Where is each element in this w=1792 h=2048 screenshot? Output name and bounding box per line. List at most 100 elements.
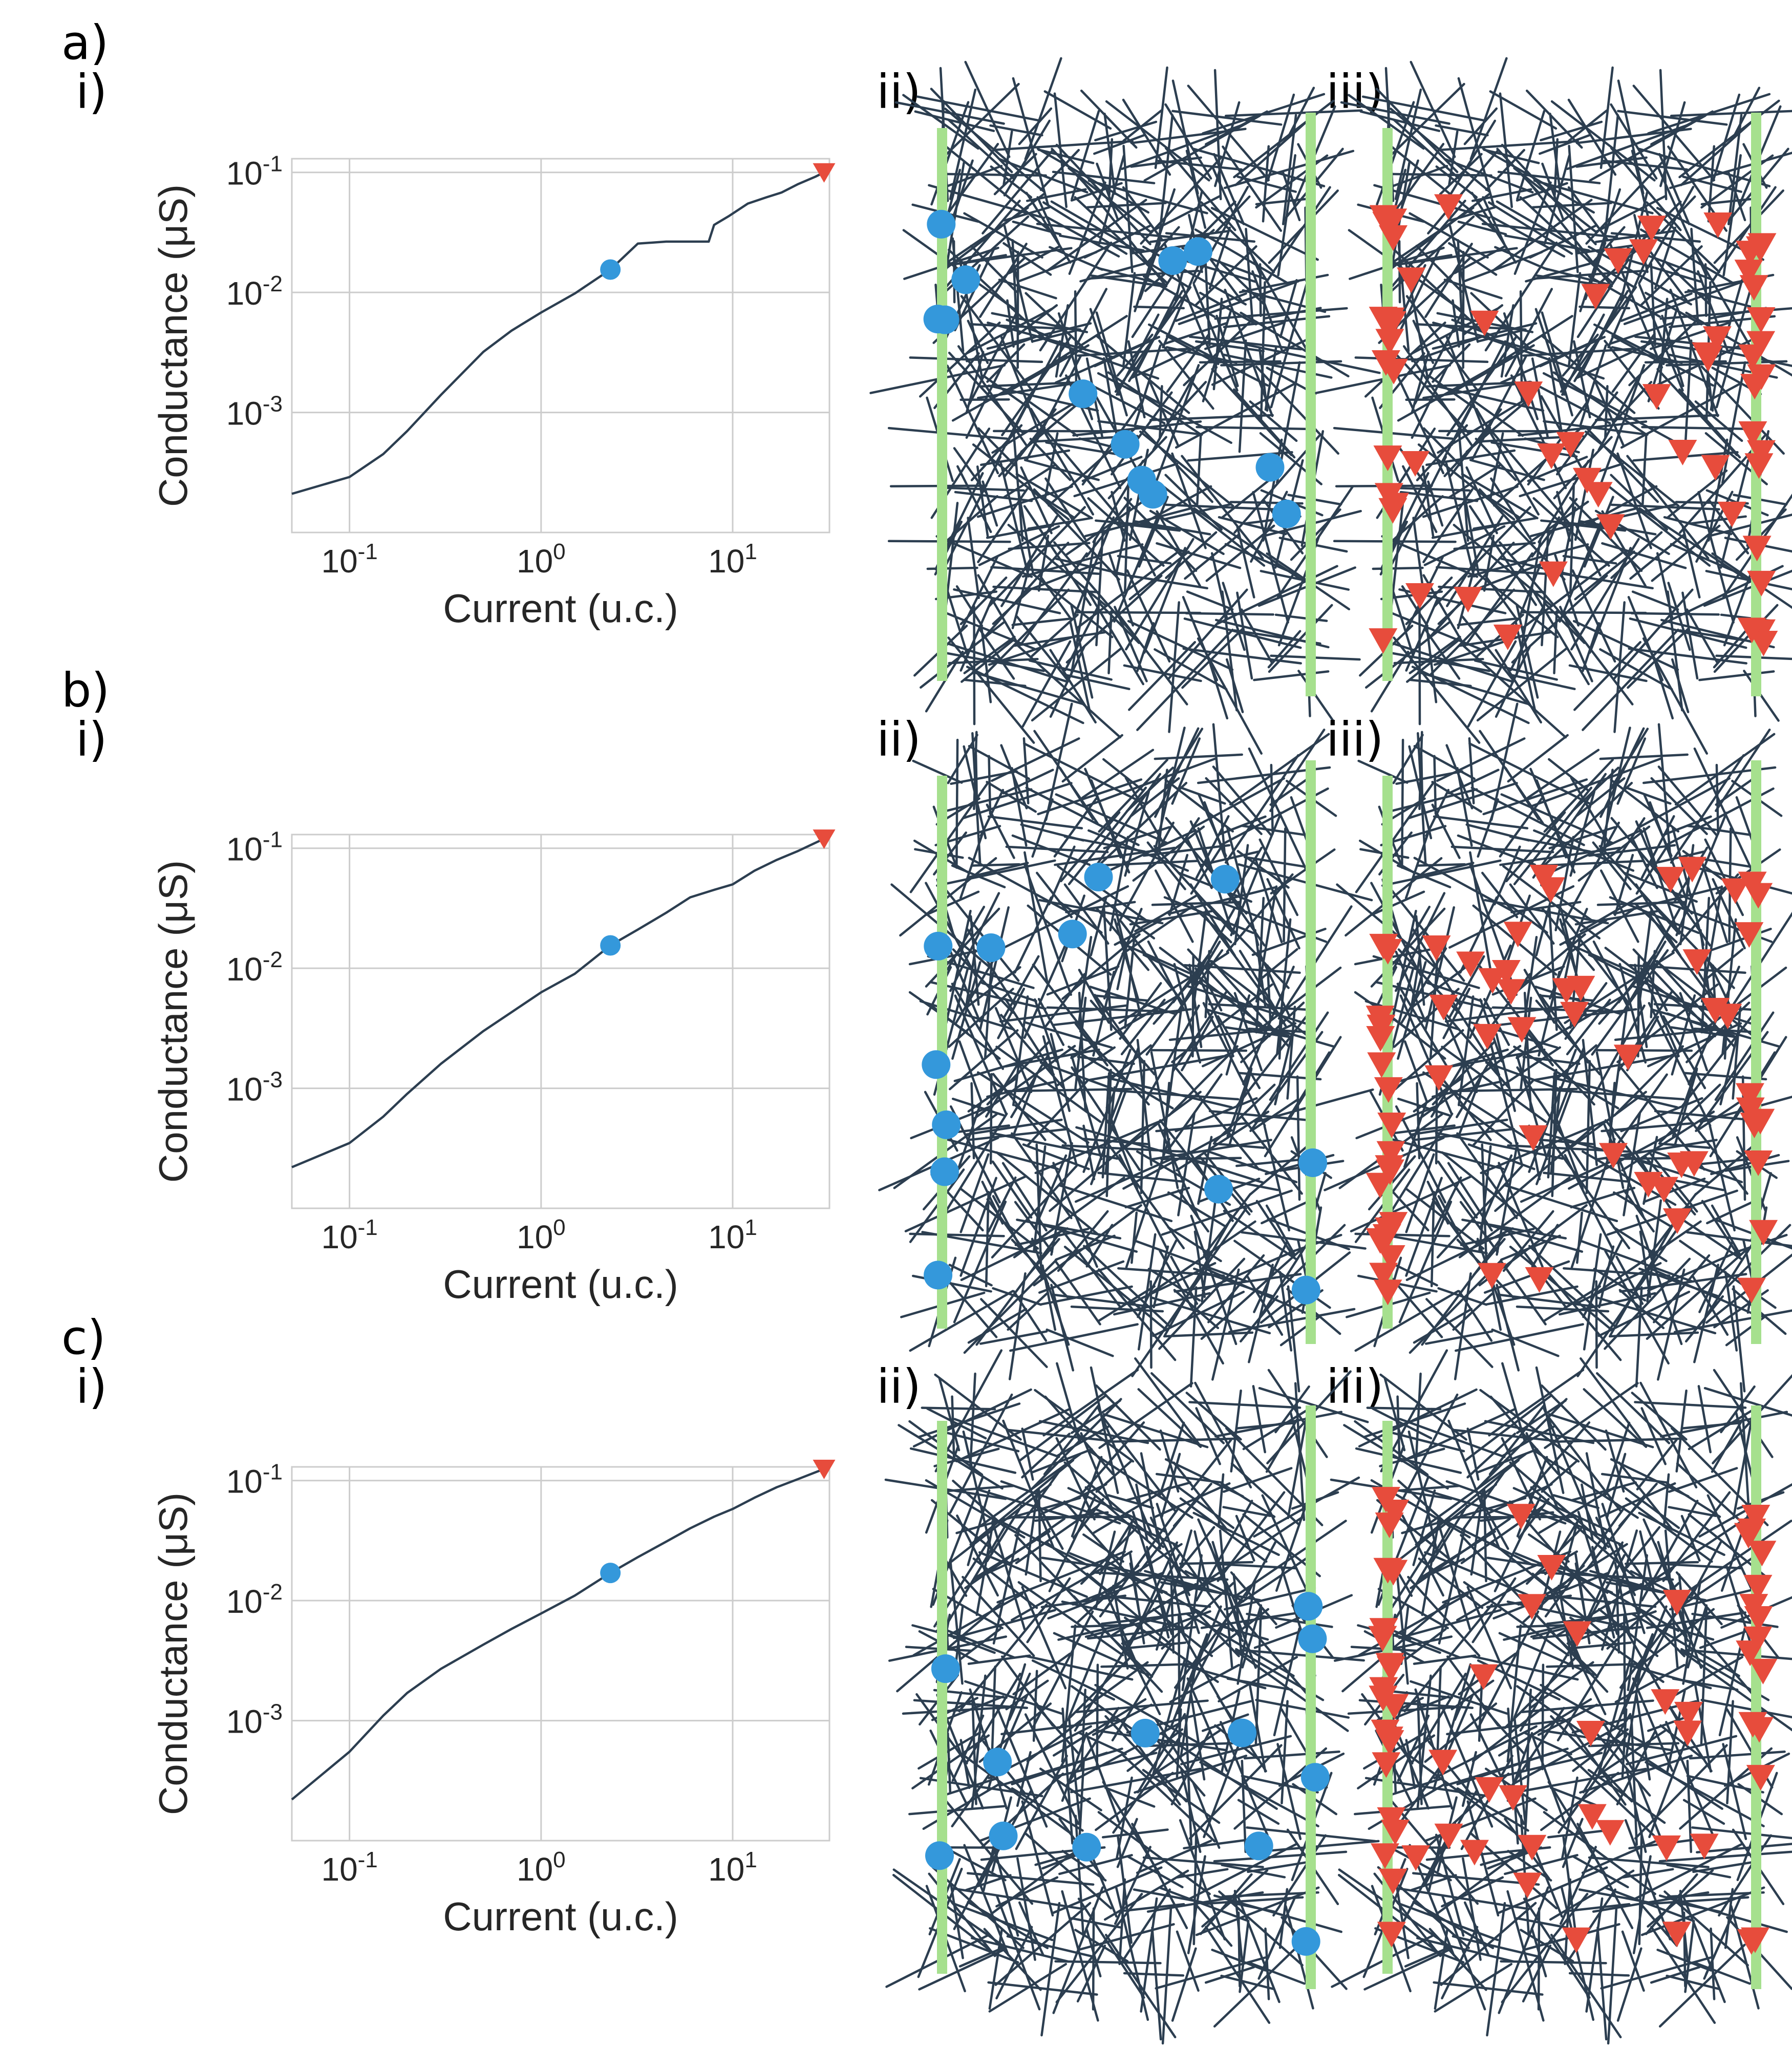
nanowire [1107, 610, 1113, 674]
nanowire [977, 574, 1021, 648]
nanowire [1496, 1284, 1520, 1372]
nanowire [1224, 1587, 1316, 1611]
nanowire [1692, 1275, 1729, 1336]
nanowire [1224, 288, 1274, 417]
nanowire [1605, 1887, 1693, 1922]
nanowire [1668, 1467, 1738, 1493]
nanowire [1498, 1698, 1592, 1757]
nanowire [965, 1874, 1012, 1891]
nanowire [1466, 1427, 1480, 1481]
nanowire [1190, 1214, 1238, 1346]
nanowire [1093, 1729, 1227, 1752]
nanowire [1218, 1656, 1298, 1703]
nanowire [1192, 283, 1239, 392]
nanowire [1727, 170, 1746, 222]
nanowire [1032, 573, 1114, 638]
nanowire [1485, 148, 1526, 191]
nanowire [1014, 1227, 1090, 1246]
nanowire [1077, 1897, 1145, 1999]
nanowire [1262, 145, 1270, 223]
nanowire [1366, 1406, 1442, 1411]
nanowire [1413, 745, 1476, 780]
nanowire [1670, 1179, 1725, 1191]
triangle-marker [1682, 949, 1712, 975]
nanowire [1622, 1485, 1680, 1529]
nanowire [1489, 90, 1558, 130]
circle-marker [1072, 1832, 1101, 1862]
triangle-marker [1375, 1512, 1404, 1539]
nanowire [1239, 1919, 1250, 1993]
nanowire [1406, 639, 1459, 683]
circle-marker [1204, 1175, 1233, 1204]
nanowire [946, 486, 1025, 492]
nanowire [1003, 344, 1090, 395]
nanowire [1077, 347, 1191, 357]
nanowire [1020, 396, 1087, 453]
nanowire [1421, 1518, 1440, 1616]
nanowire [1639, 1381, 1698, 1489]
triangle-marker [1735, 1083, 1764, 1109]
nanowire [989, 124, 1043, 137]
nanowire [1488, 1403, 1546, 1476]
nanowire [1068, 786, 1147, 885]
nanowire [959, 598, 993, 672]
nanowire [1137, 1233, 1157, 1351]
nanowire [991, 312, 1089, 333]
nanowire [1688, 1409, 1754, 1450]
nanowire [1013, 896, 1053, 974]
nanowire [1074, 1022, 1108, 1066]
nanowire [987, 815, 1083, 829]
nanowire [978, 1453, 1082, 1528]
nanowire [904, 1175, 1027, 1232]
nanowire [1659, 1724, 1705, 1761]
nanowire [1095, 531, 1104, 647]
nanowire [1168, 1029, 1270, 1041]
nanowire [1029, 401, 1079, 437]
nanowire [1193, 777, 1285, 828]
nanowire [1143, 394, 1232, 444]
nanowire [1491, 1006, 1627, 1013]
nanowire [1074, 1618, 1144, 1732]
nanowire [1678, 1557, 1754, 1609]
nanowire [1566, 122, 1693, 170]
nanowire [1220, 1625, 1269, 1641]
nanowire [1160, 1581, 1262, 1602]
nanowire [1274, 1031, 1294, 1105]
nanowire [916, 95, 1040, 122]
nanowire [951, 355, 1068, 422]
nanowire [1034, 1511, 1109, 1522]
nanowire [1224, 109, 1363, 117]
nanowire [963, 678, 1027, 688]
nanowire [1568, 1972, 1630, 1977]
nanowire [1509, 883, 1555, 945]
nanowire [1472, 1079, 1534, 1146]
nanowire [1410, 1118, 1508, 1136]
nanowire [1090, 1366, 1119, 1495]
nanowire [1021, 1427, 1034, 1481]
circle-marker [1298, 1148, 1328, 1177]
nanowire [1188, 964, 1203, 1049]
nanowire [1390, 456, 1447, 566]
nanowire [1670, 110, 1792, 117]
nanowire [1383, 206, 1475, 269]
nanowire [1037, 148, 1095, 164]
nanowire [1255, 1699, 1350, 1719]
nanowire [1025, 191, 1072, 264]
nanowire [1432, 322, 1561, 359]
triangle-marker [1473, 1023, 1502, 1050]
nanowire [1640, 1500, 1699, 1602]
nanowire [1550, 1933, 1622, 2039]
nanowire [1732, 1006, 1742, 1100]
nanowire [1498, 1632, 1595, 1676]
nanowire [986, 781, 1037, 813]
nanowire [1128, 550, 1190, 601]
triangle-marker [1604, 248, 1633, 274]
nanowire [1709, 500, 1750, 554]
nanowire [1286, 1006, 1296, 1100]
nanowire [1381, 535, 1479, 578]
nanowire [1249, 400, 1298, 442]
nanowire [1599, 66, 1614, 169]
nanowire [1226, 873, 1294, 953]
nanowire [1622, 1605, 1668, 1715]
nanowire [1424, 1489, 1527, 1522]
